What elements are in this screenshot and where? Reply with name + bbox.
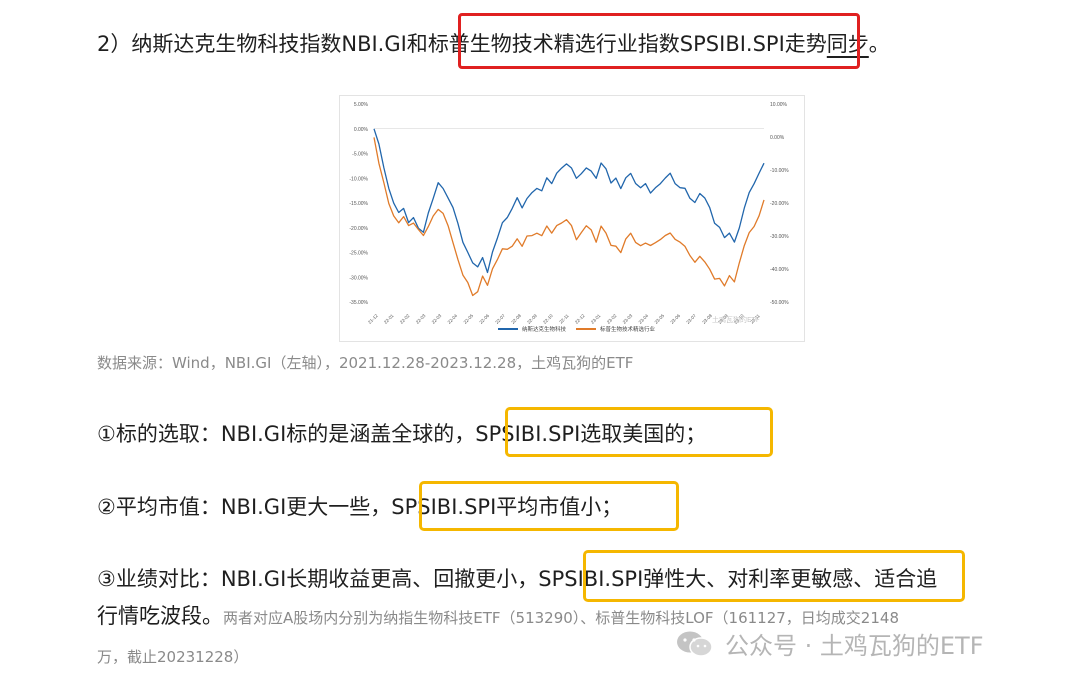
legend-label-nbi: 纳斯达克生物科技 <box>522 325 567 333</box>
right-axis-tick-label: -10.00% <box>770 168 789 174</box>
yellow-highlight-box-3 <box>583 550 965 602</box>
point-3-boxed: SPSIBI.SPI弹性大、对利率更敏感、 <box>538 567 875 591</box>
x-axis-tick-label: 23-03 <box>622 313 634 325</box>
point-3-text: ③业绩对比：NBI.GI长期收益更高、回撤更小， <box>97 567 539 591</box>
point-1-boxed: SPSIBI.SPI选取美国的； <box>475 422 707 446</box>
watermark-text: 公众号 · 土鸡瓦狗的ETF <box>725 632 984 660</box>
x-axis-tick-label: 22-08 <box>510 313 522 325</box>
x-axis-tick-label: 22-10 <box>542 313 554 325</box>
watermark: 公众号 · 土鸡瓦狗的ETF <box>675 626 984 661</box>
left-axis-tick-label: -5.00% <box>352 152 368 158</box>
x-axis-tick-label: 23-04 <box>638 313 650 325</box>
x-axis-tick-label: 23-07 <box>685 313 697 325</box>
right-axis-tick-label: -30.00% <box>770 234 789 240</box>
section-heading: 2）纳斯达克生物科技指数NBI.GI和标普生物技术精选行业指数SPSIBI.SP… <box>97 26 890 62</box>
chart-watermark: 土鸡瓦狗的ETF <box>712 315 760 324</box>
point-3-after: 适合追 <box>874 567 938 591</box>
series-line-spsibi <box>373 137 765 297</box>
left-axis-tick-label: -35.00% <box>349 300 368 306</box>
x-axis-tick-label: 22-04 <box>447 313 459 325</box>
left-axis-tick-label: 5.00% <box>354 102 369 108</box>
x-axis-tick-label: 22-05 <box>463 313 475 325</box>
left-axis-tick-label: -20.00% <box>349 226 368 232</box>
point-2: ②平均市值：NBI.GI更大一些，SPSIBI.SPI平均市值小； <box>97 489 622 525</box>
left-axis-tick-label: 0.00% <box>354 127 369 133</box>
heading-highlight: 标普生物技术精选行业指数SPSIBI.SPI <box>427 32 785 56</box>
dual-axis-line-chart: 5.00% 0.00% -5.00% -10.00% -15.00% -20.00% -25… <box>349 102 789 333</box>
etf-note-continuation: 万，截止20231228） <box>97 648 249 666</box>
right-axis-tick-label: 10.00% <box>770 102 788 108</box>
left-axis-tick-label: -25.00% <box>349 251 368 257</box>
point-2-text: ②平均市值：NBI.GI更大一些， <box>97 495 392 519</box>
point-2-boxed: SPSIBI.SPI平均市值小； <box>391 495 623 519</box>
x-axis-tick-label: 21-12 <box>367 313 379 325</box>
series-line-nbi <box>373 128 765 274</box>
right-axis-tick-label: -20.00% <box>770 201 789 207</box>
x-axis-tick-label: 23-02 <box>606 313 618 325</box>
heading-end: 。 <box>868 32 890 56</box>
legend-label-spsibi: 标普生物技术精选行业 <box>600 325 656 333</box>
x-axis-tick-label: 23-05 <box>654 313 666 325</box>
red-highlight-box <box>458 13 860 69</box>
right-axis-tick-label: -40.00% <box>770 267 789 273</box>
left-axis-tick-label: -15.00% <box>349 201 368 207</box>
x-axis-tick-label: 22-03 <box>415 313 427 325</box>
x-axis-tick-label: 23-01 <box>590 313 602 325</box>
x-axis-tick-label: 23-11 <box>749 313 761 325</box>
right-axis-tick-label: -50.00% <box>770 300 789 306</box>
heading-underlined: 同步 <box>826 32 869 56</box>
x-axis-tick-label: 22-06 <box>478 313 490 325</box>
point-3: ③业绩对比：NBI.GI长期收益更高、回撤更小，SPSIBI.SPI弹性大、对利… <box>97 561 937 597</box>
x-axis-tick-label: 22-12 <box>574 313 586 325</box>
left-axis-tick-label: -10.00% <box>349 176 368 182</box>
etf-note: 两者对应A股场内分别为纳指生物科技ETF（513290）、标普生物科技LOF（1… <box>223 609 899 627</box>
point-3-continuation: 行情吃波段。两者对应A股场内分别为纳指生物科技ETF（513290）、标普生物科… <box>97 600 899 630</box>
heading-mid: 走势 <box>784 32 827 56</box>
x-axis-tick-label: 22-11 <box>558 313 570 325</box>
yellow-highlight-box-1 <box>505 407 773 457</box>
right-axis-tick-label: 0.00% <box>770 135 785 141</box>
x-axis-tick-label: 22-01 <box>383 313 395 325</box>
x-axis-tick-label: 22-09 <box>526 313 538 325</box>
x-axis-tick-label: 23-06 <box>669 313 681 325</box>
x-axis-tick-label: 22-07 <box>494 313 506 325</box>
point-1: ①标的选取：NBI.GI标的是涵盖全球的，SPSIBI.SPI选取美国的； <box>97 416 706 452</box>
left-axis-tick-label: -30.00% <box>349 275 368 281</box>
x-axis-tick-label: 22-03 <box>431 313 443 325</box>
heading-prefix: 2）纳斯达克生物科技指数NBI.GI和 <box>97 32 428 56</box>
wechat-icon <box>677 631 713 657</box>
point-1-text: ①标的选取：NBI.GI标的是涵盖全球的， <box>97 422 476 446</box>
chart-image: 5.00% 0.00% -5.00% -10.00% -15.00% -20.00% -25… <box>339 95 805 342</box>
yellow-highlight-box-2 <box>419 481 679 531</box>
point-3-cont-text: 行情吃波段。 <box>97 604 223 628</box>
x-axis-tick-label: 22-02 <box>399 313 411 325</box>
chart-caption: 数据来源：Wind，NBI.GI（左轴），2021.12.28-2023.12.… <box>97 354 634 372</box>
